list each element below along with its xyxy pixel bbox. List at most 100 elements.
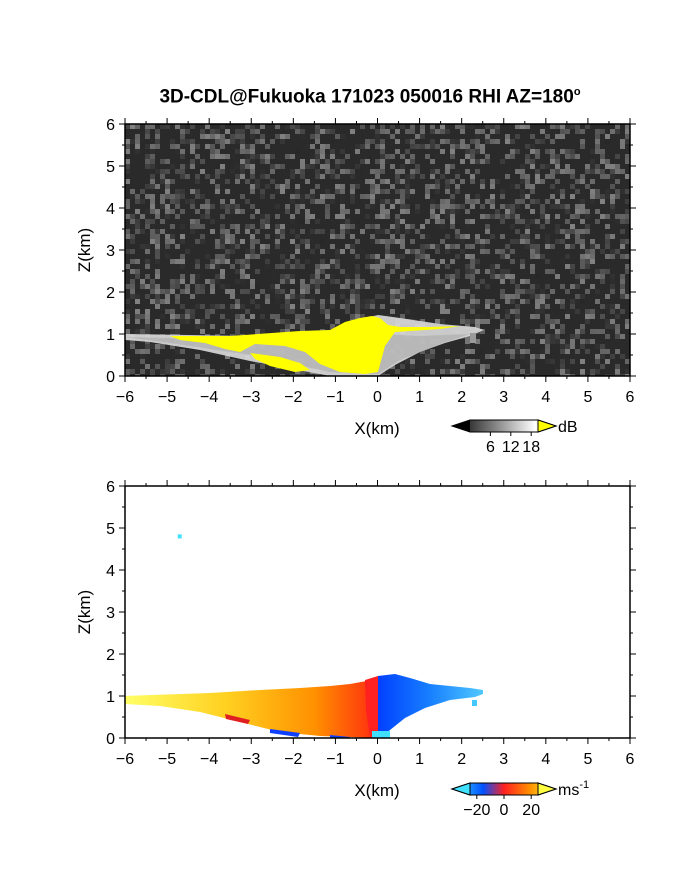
snr-noise-cell [180, 279, 185, 284]
snr-noise-cell [175, 284, 180, 289]
snr-noise-cell [270, 154, 275, 159]
snr-noise-cell [405, 194, 410, 199]
snr-noise-cell [200, 284, 205, 289]
snr-noise-cell [250, 129, 255, 134]
snr-noise-cell [615, 329, 620, 334]
snr-noise-cell [540, 339, 545, 344]
snr-noise-cell [485, 364, 490, 369]
snr-noise-cell [375, 254, 380, 259]
snr-noise-cell [165, 234, 170, 239]
snr-noise-cell [335, 319, 340, 324]
snr-noise-cell [300, 169, 305, 174]
snr-noise-cell [535, 254, 540, 259]
snr-noise-cell [455, 174, 460, 179]
snr-noise-cell [145, 154, 150, 159]
snr-noise-cell [155, 284, 160, 289]
snr-noise-cell [445, 359, 450, 364]
snr-noise-cell [540, 129, 545, 134]
snr-noise-cell [180, 359, 185, 364]
snr-noise-cell [235, 314, 240, 319]
snr-noise-cell [315, 289, 320, 294]
snr-noise-cell [520, 299, 525, 304]
snr-noise-cell [410, 144, 415, 149]
snr-noise-cell [440, 309, 445, 314]
snr-noise-cell [180, 264, 185, 269]
snr-noise-cell [435, 264, 440, 269]
snr-noise-cell [560, 189, 565, 194]
snr-noise-cell [235, 359, 240, 364]
snr-noise-cell [170, 304, 175, 309]
snr-noise-cell [205, 149, 210, 154]
snr-noise-cell [620, 169, 625, 174]
snr-noise-cell [150, 229, 155, 234]
snr-noise-cell [565, 264, 570, 269]
snr-noise-cell [590, 254, 595, 259]
snr-noise-cell [450, 259, 455, 264]
snr-noise-cell [225, 204, 230, 209]
snr-noise-cell [475, 324, 480, 329]
snr-noise-cell [275, 164, 280, 169]
snr-noise-cell [570, 244, 575, 249]
snr-noise-cell [355, 144, 360, 149]
snr-noise-cell [385, 189, 390, 194]
snr-noise-cell [600, 214, 605, 219]
snr-noise-cell [410, 369, 415, 374]
snr-noise-cell [460, 129, 465, 134]
snr-noise-cell [545, 199, 550, 204]
snr-noise-cell [475, 269, 480, 274]
snr-noise-cell [625, 209, 630, 214]
snr-colorbar-ticks: 6 12 18 [486, 432, 540, 456]
snr-noise-cell [560, 124, 565, 129]
snr-noise-cell [570, 224, 575, 229]
snr-noise-cell [130, 339, 135, 344]
snr-noise-cell [270, 164, 275, 169]
snr-noise-cell [125, 354, 130, 359]
snr-noise-cell [265, 264, 270, 269]
snr-noise-cell [480, 279, 485, 284]
snr-noise-cell [490, 269, 495, 274]
snr-noise-cell [160, 179, 165, 184]
snr-noise-cell [520, 369, 525, 374]
snr-noise-cell [500, 319, 505, 324]
snr-noise-cell [470, 149, 475, 154]
snr-noise-cell [420, 269, 425, 274]
snr-noise-cell [575, 199, 580, 204]
snr-noise-cell [380, 209, 385, 214]
snr-noise-cell [240, 259, 245, 264]
snr-noise-cell [415, 139, 420, 144]
snr-noise-cell [590, 199, 595, 204]
snr-noise-cell [340, 159, 345, 164]
snr-noise-cell [575, 329, 580, 334]
snr-noise-cell [160, 369, 165, 374]
snr-noise-cell [270, 314, 275, 319]
snr-noise-cell [545, 304, 550, 309]
snr-noise-cell [340, 304, 345, 309]
snr-noise-cell [350, 199, 355, 204]
snr-noise-cell [430, 169, 435, 174]
snr-noise-cell [530, 289, 535, 294]
snr-noise-cell [470, 274, 475, 279]
snr-noise-cell [610, 234, 615, 239]
snr-noise-cell [425, 259, 430, 264]
snr-noise-cell [400, 244, 405, 249]
snr-noise-cell [525, 144, 530, 149]
snr-noise-cell [570, 334, 575, 339]
snr-noise-cell [405, 179, 410, 184]
snr-noise-cell [490, 259, 495, 264]
velocity-echo-fragment [472, 700, 477, 706]
snr-noise-cell [410, 169, 415, 174]
snr-noise-cell [615, 249, 620, 254]
snr-noise-cell [355, 309, 360, 314]
snr-noise-cell [580, 234, 585, 239]
snr-noise-cell [345, 304, 350, 309]
snr-noise-cell [260, 314, 265, 319]
snr-noise-cell [550, 319, 555, 324]
snr-noise-cell [180, 249, 185, 254]
snr-noise-cell [325, 209, 330, 214]
snr-noise-cell [355, 314, 360, 319]
snr-noise-cell [570, 194, 575, 199]
snr-noise-cell [255, 129, 260, 134]
snr-noise-cell [615, 214, 620, 219]
snr-noise-cell [425, 164, 430, 169]
